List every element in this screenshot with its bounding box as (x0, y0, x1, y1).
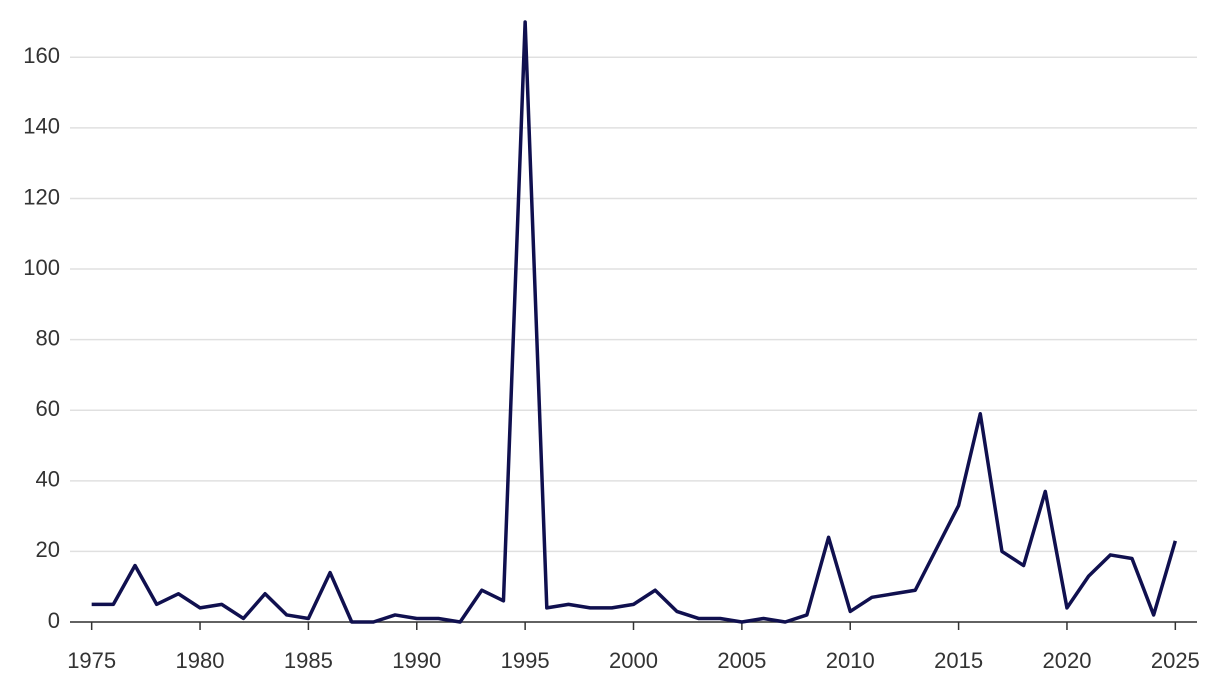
x-tick-label: 1995 (501, 648, 550, 673)
x-tick-label: 1985 (284, 648, 333, 673)
x-tick-label: 2000 (609, 648, 658, 673)
y-tick-label: 60 (36, 396, 60, 421)
y-tick-label: 20 (36, 537, 60, 562)
y-tick-label: 40 (36, 467, 60, 492)
y-tick-label: 0 (48, 608, 60, 633)
y-tick-label: 160 (23, 43, 60, 68)
y-tick-label: 120 (23, 184, 60, 209)
x-tick-label: 2025 (1151, 648, 1200, 673)
x-tick-label: 1990 (392, 648, 441, 673)
x-tick-label: 1980 (176, 648, 225, 673)
y-tick-label: 80 (36, 325, 60, 350)
x-tick-label: 2020 (1042, 648, 1091, 673)
x-tick-label: 1975 (67, 648, 116, 673)
y-tick-label: 140 (23, 114, 60, 139)
x-tick-label: 2010 (826, 648, 875, 673)
x-tick-label: 2015 (934, 648, 983, 673)
line-series (91, 20, 1178, 624)
y-tick-label: 100 (23, 255, 60, 280)
x-tick-label: 2005 (717, 648, 766, 673)
